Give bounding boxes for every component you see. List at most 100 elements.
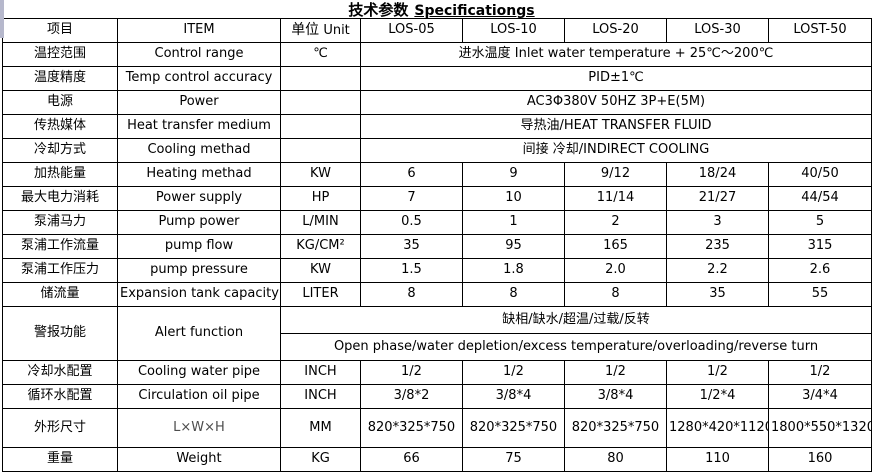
row-span-value-2: AC3Φ380V 50HZ 3P+E(5M) <box>360 90 872 115</box>
bottom-value-1-4: 3/4*4 <box>768 384 872 409</box>
row-value-6-0: 7 <box>360 186 463 211</box>
row-span-value-1: PID±1℃ <box>360 66 872 91</box>
row-label-en-2: Power <box>117 90 281 115</box>
row-span-value-0: 进水温度 Inlet water temperature + 25℃～200℃ <box>360 42 872 67</box>
row-value-10-3: 35 <box>666 282 769 307</box>
bottom-label-en-3: Weight <box>117 447 281 472</box>
bottom-value-3-3: 110 <box>666 447 769 472</box>
bottom-unit-1: INCH <box>280 384 361 409</box>
row-value-5-1: 9 <box>462 162 565 187</box>
row-value-8-3: 235 <box>666 234 769 259</box>
row-label-en-3: Heat transfer medium <box>117 114 281 139</box>
row-value-7-2: 2 <box>564 210 667 235</box>
bottom-value-2-4: 1800*550*1320 <box>768 408 872 448</box>
row-unit-2 <box>280 90 361 115</box>
row-value-8-1: 95 <box>462 234 565 259</box>
header-model-4: LOS-30 <box>666 18 769 43</box>
bottom-value-2-1: 820*325*750 <box>462 408 565 448</box>
alert-row: 警报功能 Alert function 缺相/缺水/超温/过载/反转 <box>2 306 872 361</box>
bottom-value-2-0: 820*325*750 <box>360 408 463 448</box>
header-model-2: LOS-10 <box>462 18 565 43</box>
row-value-9-0: 1.5 <box>360 258 463 283</box>
bottom-label-cn-1: 循环水配置 <box>2 384 118 409</box>
row-value-6-1: 10 <box>462 186 565 211</box>
row-value-7-1: 1 <box>462 210 565 235</box>
bottom-label-cn-3: 重量 <box>2 447 118 472</box>
row-span-value-3: 导热油/HEAT TRANSFER FLUID <box>360 114 872 139</box>
table-row: 外形尺寸 L×W×H MM 820*325*750 820*325*750 820*325… <box>2 408 872 448</box>
header-unit-cn: 单位 <box>291 21 320 38</box>
row-unit-10: LITER <box>280 282 361 307</box>
alert-label-cn: 警报功能 <box>2 306 118 361</box>
row-label-en-10: Expansion tank capacity <box>117 282 281 307</box>
row-label-cn-1: 温度精度 <box>2 66 118 91</box>
table-row: 储流量 Expansion tank capacity LITER 8 8 8 35 55 <box>2 282 872 307</box>
header-item-cn: 项目 <box>2 18 118 43</box>
header-unit: 单位 Unit <box>280 18 361 43</box>
row-value-10-0: 8 <box>360 282 463 307</box>
row-label-en-9: pump pressure <box>117 258 281 283</box>
table-row: 冷却水配置 Cooling water pipe INCH 1/2 1/2 1/2 1/2 1… <box>2 360 872 385</box>
table-body: 项目 ITEM 单位 Unit LOS-05 LOS-10 LOS-20 LOS-30 LOS… <box>2 18 872 472</box>
row-unit-3 <box>280 114 361 139</box>
row-value-10-4: 55 <box>768 282 872 307</box>
bottom-value-3-2: 80 <box>564 447 667 472</box>
bottom-value-3-1: 75 <box>462 447 565 472</box>
bottom-value-0-4: 1/2 <box>768 360 872 385</box>
table-row: 循环水配置 Circulation oil pipe INCH 3/8*2 3/8*4 3… <box>2 384 872 409</box>
row-label-cn-9: 泵浦工作压力 <box>2 258 118 283</box>
row-label-cn-0: 温控范围 <box>2 42 118 67</box>
alert-text-en: Open phase/water depletion/excess temper… <box>280 333 872 361</box>
row-value-8-4: 315 <box>768 234 872 259</box>
row-value-9-4: 2.6 <box>768 258 872 283</box>
row-label-en-8: pump flow <box>117 234 281 259</box>
row-label-en-4: Cooling methad <box>117 138 281 163</box>
table-row: 泵浦工作流量 pump flow KG/CM² 35 95 165 235 315 <box>2 234 872 259</box>
bottom-label-cn-0: 冷却水配置 <box>2 360 118 385</box>
table-row: 温度精度 Temp control accuracy PID±1℃ <box>2 66 872 91</box>
bottom-value-1-2: 3/8*4 <box>564 384 667 409</box>
table-row: 泵浦马力 Pump power L/MIN 0.5 1 2 3 5 <box>2 210 872 235</box>
row-value-7-0: 0.5 <box>360 210 463 235</box>
row-label-en-1: Temp control accuracy <box>117 66 281 91</box>
row-unit-9: KW <box>280 258 361 283</box>
row-value-7-3: 3 <box>666 210 769 235</box>
bottom-label-cn-2: 外形尺寸 <box>2 408 118 448</box>
bottom-value-3-4: 160 <box>768 447 872 472</box>
row-value-6-4: 44/54 <box>768 186 872 211</box>
row-label-en-0: Control range <box>117 42 281 67</box>
table-header-row: 项目 ITEM 单位 Unit LOS-05 LOS-10 LOS-20 LOS-30 LOS… <box>2 18 872 43</box>
table-row: 电源 Power AC3Φ380V 50HZ 3P+E(5M) <box>2 90 872 115</box>
row-label-cn-4: 冷却方式 <box>2 138 118 163</box>
bottom-value-0-0: 1/2 <box>360 360 463 385</box>
table-row: 泵浦工作压力 pump pressure KW 1.5 1.8 2.0 2.2 2.6 <box>2 258 872 283</box>
row-label-cn-3: 传热媒体 <box>2 114 118 139</box>
bottom-value-1-0: 3/8*2 <box>360 384 463 409</box>
bottom-value-2-3: 1280*420*1120 <box>666 408 769 448</box>
row-value-9-3: 2.2 <box>666 258 769 283</box>
row-unit-8: KG/CM² <box>280 234 361 259</box>
row-unit-7: L/MIN <box>280 210 361 235</box>
row-unit-5: KW <box>280 162 361 187</box>
bottom-value-3-0: 66 <box>360 447 463 472</box>
table-row: 温控范围 Control range ℃ 进水温度 Inlet water tempe… <box>2 42 872 67</box>
bottom-value-2-2: 820*325*750 <box>564 408 667 448</box>
row-value-8-2: 165 <box>564 234 667 259</box>
row-value-8-0: 35 <box>360 234 463 259</box>
bottom-label-en-2: L×W×H <box>117 408 281 448</box>
bottom-unit-3: KG <box>280 447 361 472</box>
row-value-6-3: 21/27 <box>666 186 769 211</box>
table-row: 加热能量 Heating methad KW 6 9 9/12 18/24 40/50 <box>2 162 872 187</box>
table-row: 传热媒体 Heat transfer medium 导热油/HEAT TRANSFE… <box>2 114 872 139</box>
row-label-en-6: Power supply <box>117 186 281 211</box>
bottom-value-1-3: 1/2*4 <box>666 384 769 409</box>
row-label-cn-8: 泵浦工作流量 <box>2 234 118 259</box>
header-unit-en: Unit <box>319 22 350 38</box>
row-value-9-1: 1.8 <box>462 258 565 283</box>
row-unit-4 <box>280 138 361 163</box>
left-edge-gutter <box>0 0 4 38</box>
row-value-9-2: 2.0 <box>564 258 667 283</box>
row-label-en-7: Pump power <box>117 210 281 235</box>
header-model-1: LOS-05 <box>360 18 463 43</box>
alert-row-second: Open phase/water depletion/excess temper… <box>3 333 872 361</box>
